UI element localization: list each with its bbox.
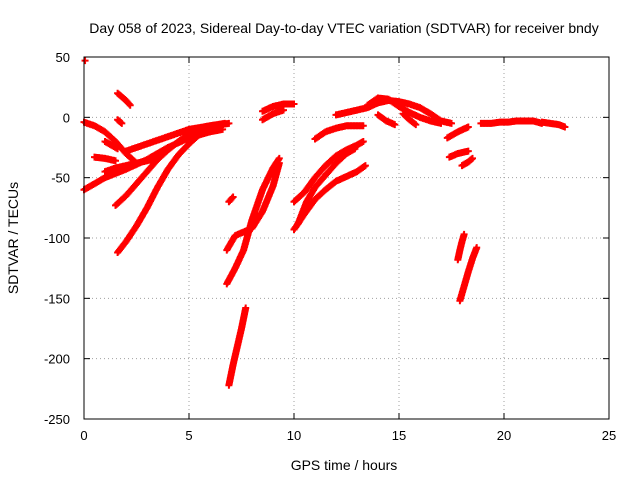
series-arc23 (364, 94, 445, 127)
series-arc05 (101, 154, 159, 176)
x-tick-label: 25 (602, 428, 616, 443)
series-arc11 (101, 137, 122, 153)
series-arc22 (332, 96, 455, 127)
data-points (80, 57, 569, 389)
data-point (114, 145, 122, 153)
data-point (464, 147, 472, 155)
series-arc03 (80, 118, 140, 167)
y-tick-label: -250 (44, 412, 70, 427)
series-arc01 (81, 57, 89, 65)
series-arc07 (114, 119, 233, 256)
series-arc10 (114, 116, 126, 127)
series-arc26 (443, 123, 472, 142)
series-arc16 (259, 100, 298, 115)
data-point (125, 100, 133, 108)
series-arc25 (399, 110, 420, 129)
x-tick-label: 20 (497, 428, 511, 443)
data-point (561, 123, 569, 131)
data-point (118, 119, 126, 127)
data-point (221, 119, 229, 127)
series-arc13 (223, 154, 283, 288)
series-arc04 (91, 153, 119, 165)
series-arc27 (445, 147, 472, 161)
data-point (448, 119, 455, 127)
x-axis-label: GPS time / hours (291, 457, 398, 473)
data-point (391, 121, 399, 129)
axis-ticks: 0 5 10 15 20 25 -250 -200 -150 -100 -50 0 50 (44, 50, 616, 443)
series-arc32 (538, 118, 569, 131)
series-arc08 (122, 119, 229, 155)
y-tick-label: -100 (44, 231, 70, 246)
series-arc14 (225, 304, 250, 389)
chart-title: Day 058 of 2023, Sidereal Day-to-day VTE… (89, 20, 598, 36)
x-tick-label: 0 (80, 428, 87, 443)
series-arc15 (225, 193, 237, 206)
series-arc31 (477, 117, 546, 127)
data-point (473, 244, 481, 252)
data-point (242, 304, 250, 312)
data-point (81, 57, 89, 65)
data-point (437, 119, 445, 127)
series-arc24 (374, 111, 399, 129)
grid-lines (84, 57, 609, 419)
y-tick-label: -50 (51, 171, 70, 186)
series-arc28 (458, 154, 476, 170)
x-tick-label: 10 (287, 428, 301, 443)
data-point (359, 122, 367, 130)
y-tick-label: 0 (63, 110, 70, 125)
series-arc30 (456, 244, 481, 305)
y-tick-label: -200 (44, 352, 70, 367)
data-point (275, 154, 283, 162)
data-point (359, 137, 367, 145)
series-arc17 (259, 106, 287, 124)
x-tick-label: 15 (392, 428, 406, 443)
data-point (290, 100, 298, 108)
data-point (361, 162, 369, 170)
data-point (460, 230, 468, 238)
y-axis-label: SDTVAR / TECUs (5, 182, 21, 294)
data-point (280, 106, 287, 114)
data-point (229, 193, 237, 201)
data-point (412, 121, 420, 129)
series-arc21 (311, 122, 367, 143)
data-point (464, 123, 472, 131)
y-tick-label: -150 (44, 291, 70, 306)
series-arc09 (114, 89, 134, 109)
series-arc29 (454, 230, 468, 264)
data-point (351, 145, 359, 153)
data-point (112, 157, 119, 165)
x-tick-label: 5 (185, 428, 192, 443)
data-point (469, 154, 476, 162)
series-arc20 (294, 145, 359, 228)
data-point (126, 101, 134, 109)
y-tick-label: 50 (56, 50, 70, 65)
data-point (228, 194, 236, 202)
